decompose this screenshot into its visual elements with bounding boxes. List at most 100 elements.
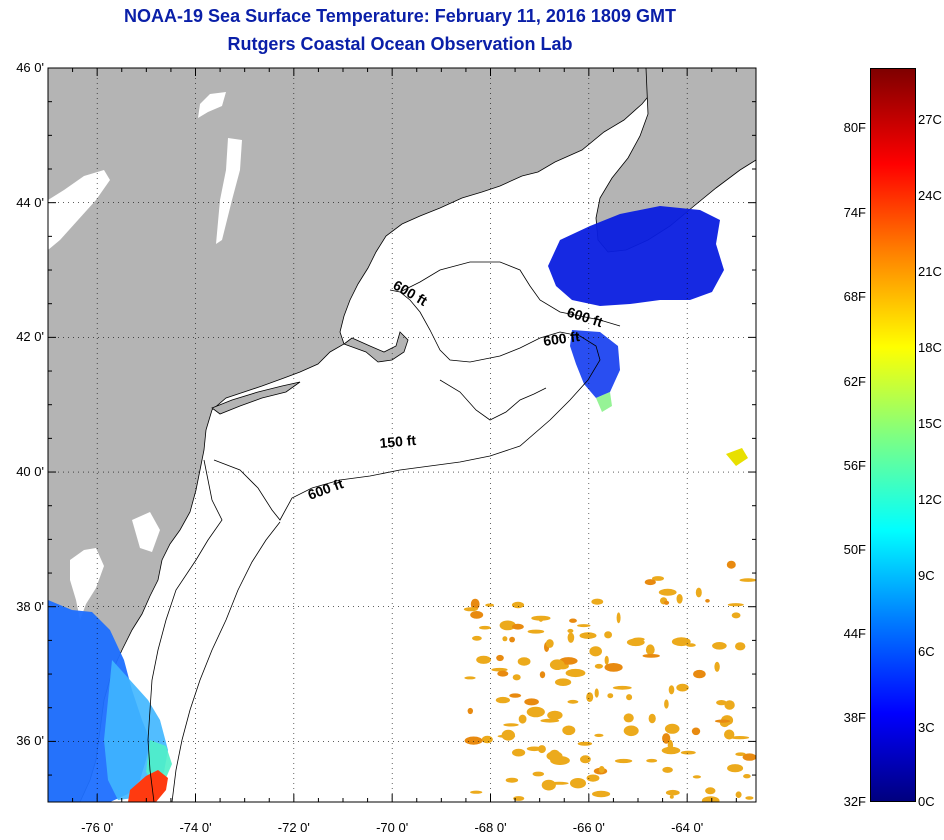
sst-gulfstream-warm	[128, 770, 168, 802]
warm-patch	[691, 727, 701, 736]
warm-patch	[735, 791, 742, 798]
warm-patch	[669, 795, 674, 799]
warm-patch	[616, 612, 621, 624]
colorbar-f-label: 38F	[843, 710, 866, 725]
colorbar-f-label: 80F	[843, 120, 866, 135]
lon-label: -76 0'	[81, 820, 114, 835]
warm-patch	[658, 588, 677, 596]
warm-patch	[497, 670, 509, 677]
warm-patch	[527, 629, 545, 634]
warm-patch	[594, 663, 604, 669]
lake	[198, 92, 226, 118]
warm-patch	[541, 779, 556, 791]
map-title: NOAA-19 Sea Surface Temperature: Februar…	[124, 6, 676, 26]
warm-patch	[476, 655, 491, 664]
warm-patch	[612, 685, 632, 690]
warm-patch	[623, 713, 634, 723]
warm-patch	[676, 683, 689, 692]
sst-offshore-warm-patches	[463, 560, 756, 802]
axis-ticks	[47, 67, 756, 802]
lon-label: -72 0'	[277, 820, 310, 835]
warm-patch	[604, 663, 623, 672]
lat-label: 46 0'	[16, 60, 44, 75]
colorbar-c-label: 21C	[918, 264, 942, 279]
warm-patch	[716, 700, 727, 706]
warm-patch	[705, 599, 710, 603]
warm-patch	[626, 638, 645, 647]
warm-patch	[531, 615, 551, 621]
colorbar-c-label: 6C	[918, 644, 935, 659]
bay	[70, 548, 104, 620]
warm-patch	[726, 560, 736, 569]
warm-patch	[693, 669, 706, 679]
warm-patch	[592, 790, 611, 798]
colorbar-f-label: 74F	[843, 205, 866, 220]
warm-patch	[646, 758, 658, 763]
warm-patch	[555, 678, 572, 686]
lon-label: -70 0'	[376, 820, 409, 835]
warm-patch	[724, 700, 735, 710]
warm-patch	[513, 796, 525, 801]
contour-georges	[439, 379, 547, 421]
warm-patch	[496, 654, 504, 662]
warm-patch	[714, 719, 731, 723]
warm-patch	[586, 774, 600, 782]
lat-label: 40 0'	[16, 464, 44, 480]
warm-patch	[512, 674, 521, 681]
warm-patch	[642, 654, 660, 658]
warm-patch	[652, 576, 664, 581]
warm-patch	[526, 706, 545, 718]
warm-patch	[501, 729, 515, 741]
warm-patch	[463, 607, 478, 612]
warm-patch	[591, 598, 604, 605]
warm-patch	[739, 578, 756, 582]
sst-slope-green	[596, 392, 612, 412]
warm-patch	[598, 766, 605, 773]
warm-patch	[607, 693, 614, 699]
warm-patch	[594, 688, 599, 698]
warm-patch	[505, 777, 519, 783]
warm-patch	[663, 600, 670, 605]
warm-patch	[526, 746, 542, 752]
colorbar-f-label: 56F	[843, 458, 866, 473]
warm-patch	[727, 603, 744, 607]
warm-patch	[671, 637, 691, 647]
warm-patch	[695, 587, 702, 598]
warm-patch	[743, 774, 751, 779]
warm-patch	[499, 620, 516, 631]
warm-patch	[539, 671, 546, 679]
warm-patch	[479, 625, 491, 630]
warm-patch	[742, 753, 756, 761]
warm-patch	[503, 723, 519, 727]
warm-patch	[579, 632, 597, 639]
warm-patch	[512, 623, 524, 630]
colorbar-f-label: 44F	[843, 626, 866, 641]
warm-patch	[665, 789, 680, 796]
contour-gulf-basin	[399, 261, 621, 327]
warm-patch	[502, 636, 508, 642]
colorbar-f-label: 50F	[843, 542, 866, 557]
lake	[216, 138, 242, 244]
warm-patch	[745, 796, 754, 800]
depth-label: 600 ft	[542, 328, 581, 349]
lon-label: -74 0'	[179, 820, 212, 835]
lat-label: 42 0'	[16, 329, 44, 345]
warm-patch	[731, 612, 741, 619]
warm-patch	[626, 694, 633, 701]
colorbar-c-label: 12C	[918, 492, 942, 507]
warm-patch	[727, 764, 744, 773]
warm-patch	[537, 745, 546, 754]
warm-patch	[565, 668, 586, 678]
lat-label: 44 0'	[16, 194, 44, 210]
warm-patch	[509, 693, 522, 698]
warm-patch	[735, 752, 746, 756]
warm-patch	[569, 618, 577, 623]
contour-600ft	[213, 289, 601, 521]
sst-georges-bank	[570, 330, 620, 398]
warm-patch	[509, 636, 515, 643]
warm-patch	[481, 735, 493, 744]
sst-data-overlay	[48, 206, 748, 802]
warm-patch	[511, 748, 526, 757]
warm-patch	[667, 739, 674, 751]
map-subtitle: Rutgers Coastal Ocean Observation Lab	[227, 34, 573, 54]
